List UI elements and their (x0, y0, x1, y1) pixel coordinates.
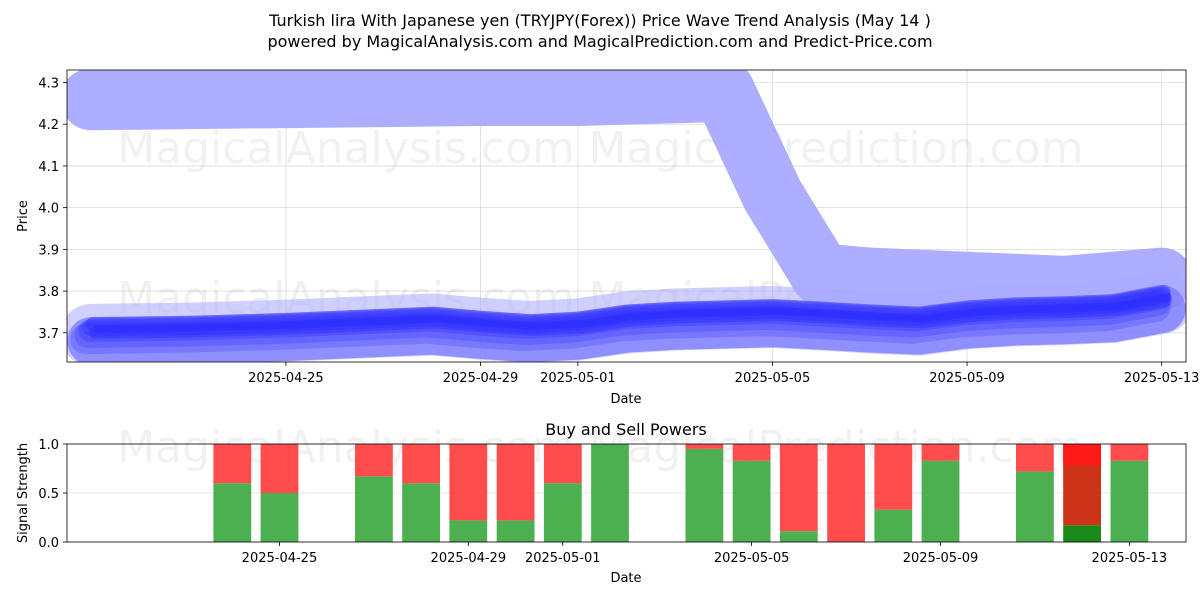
sell-bar-2025-05-06 (779, 444, 818, 532)
wave-band-lower-layer-4 (86, 284, 1171, 331)
buy-bar-2025-05-11 (1016, 471, 1054, 542)
buy-sell-title: Buy and Sell Powers (545, 420, 707, 439)
buy-bar-2025-04-24 (213, 483, 252, 542)
wave-band-lower-layer-2 (78, 287, 1171, 342)
buy-bar-2025-05-08 (874, 509, 913, 542)
power-x-tick-label-2025-05-05: 2025-05-05 (714, 551, 790, 566)
buy-bar-2025-04-27 (355, 476, 393, 542)
sell-bar-2025-05-01 (543, 444, 582, 484)
power-y-tick-label-0-5: 0.5 (38, 487, 59, 502)
sell-bar-2025-04-25 (260, 444, 299, 493)
wave-band-upper (67, 70, 1186, 318)
power-x-axis: 2025-04-25 2025-04-29 2025-05-01 2025-05-05… (242, 542, 1167, 566)
price-x-axis-label: Date (610, 392, 641, 407)
price-y-tick-label-3-7: 3.7 (38, 327, 59, 342)
buy-bar-2025-05-13 (1110, 460, 1149, 542)
wave-band-lower-layer-3 (82, 286, 1171, 337)
power-x-tick-label-2025-04-29: 2025-04-29 (431, 551, 507, 566)
wave-band-lower-layer-5 (89, 294, 1172, 339)
watermark-magicalanalysis-top: MagicalAnalysis.com (117, 123, 575, 174)
power-x-tick-label-2025-04-25: 2025-04-25 (242, 551, 318, 566)
sell-bar-2025-05-08 (874, 444, 913, 510)
wave-band-lower-layer-6 (93, 292, 1172, 333)
sell-bar-2025-05-11 (1016, 444, 1054, 472)
price-x-tick-label-2025-04-29: 2025-04-29 (443, 371, 519, 386)
price-y-tick-label-4: 4.0 (38, 202, 59, 217)
sell-bar-2025-04-28 (402, 444, 440, 484)
power-y-tick-label-0-0: 0.0 (38, 536, 59, 551)
price-x-tick-label-2025-05-13: 2025-05-13 (1124, 371, 1200, 386)
power-y-tick-label-1-0: 1.0 (38, 438, 59, 453)
sell-bar-strong-2025-05-12 (1063, 444, 1101, 466)
buy-bar-2025-04-29 (449, 520, 488, 542)
figure-title-line2: powered by MagicalAnalysis.com and Magic… (267, 32, 932, 51)
buy-bar-2025-05-05 (732, 460, 771, 542)
sell-bar-2025-05-13 (1110, 444, 1149, 461)
buy-bar-2025-05-01 (543, 483, 582, 542)
buy-bar-2025-05-09 (921, 460, 960, 542)
buy-bar-2025-04-25 (260, 493, 299, 542)
buy-bar-2025-05-12 (1063, 525, 1101, 542)
sell-bar-2025-05-09 (921, 444, 960, 461)
buy-bar-2025-05-04 (685, 448, 724, 542)
price-x-axis: 2025-04-25 2025-04-29 2025-05-01 2025-05-05… (248, 362, 1199, 386)
price-axes-frame (66, 69, 1187, 363)
sell-bar-2025-04-27 (355, 444, 393, 477)
price-y-axis-label: Price (16, 200, 31, 232)
power-bars (213, 444, 1149, 542)
sell-bar-2025-04-24 (213, 444, 252, 484)
price-y-tick-label-4-1: 4.1 (38, 160, 59, 175)
watermark-magicalprediction-top: MagicalPrediction.com (589, 123, 1084, 174)
price-wave-bands (67, 70, 1186, 362)
wave-band-lower-base (67, 285, 1186, 362)
wave-band-lower-layer-1 (74, 289, 1171, 348)
price-x-tick-label-2025-05-01: 2025-05-01 (540, 371, 616, 386)
sell-bar-2025-04-30 (496, 444, 535, 521)
buy-bar-2025-04-28 (402, 483, 440, 542)
figure-title-line1: Turkish lira With Japanese yen (TRYJPY(F… (268, 11, 931, 30)
price-y-tick-label-4-2: 4.2 (38, 118, 59, 133)
wave-band-lower-layer-0 (70, 291, 1171, 355)
price-x-tick-label-2025-04-25: 2025-04-25 (248, 371, 324, 386)
sell-bar-2025-04-29 (449, 444, 488, 521)
price-y-axis: 3.7 3.8 3.9 4.0 4.1 4.2 4.3 (38, 77, 67, 342)
sell-bar-2025-05-04 (685, 444, 724, 449)
sell-bar-2025-05-05 (732, 444, 771, 461)
buy-bar-2025-04-30 (496, 520, 535, 542)
price-y-tick-label-3-8: 3.8 (38, 285, 59, 300)
buy-bar-2025-05-02 (591, 444, 629, 542)
power-x-tick-label-2025-05-13: 2025-05-13 (1092, 551, 1168, 566)
price-x-tick-label-2025-05-05: 2025-05-05 (735, 371, 811, 386)
price-y-tick-label-4-3: 4.3 (38, 77, 59, 92)
price-wave-chart: MagicalAnalysis.com MagicalPrediction.co… (16, 69, 1199, 407)
price-y-tick-label-3-9: 3.9 (38, 243, 59, 258)
power-y-axis: 0.0 0.5 1.0 (38, 438, 67, 551)
power-x-tick-label-2025-05-09: 2025-05-09 (903, 551, 979, 566)
power-y-axis-label: Signal Strength (16, 443, 31, 543)
buy-bar-2025-05-06 (779, 531, 818, 542)
price-x-tick-label-2025-05-09: 2025-05-09 (929, 371, 1005, 386)
buy-sell-power-chart: Buy and Sell Powers MagicalAnalysis.com … (16, 420, 1187, 586)
sell-bar-2025-05-07 (827, 444, 865, 542)
power-x-tick-label-2025-05-01: 2025-05-01 (525, 551, 601, 566)
power-x-axis-label: Date (610, 571, 641, 586)
